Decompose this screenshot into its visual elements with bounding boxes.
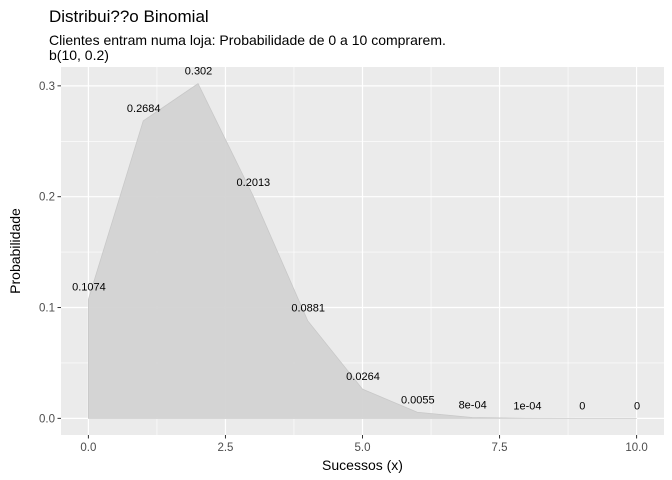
x-tick-label: 0.0 <box>80 442 96 454</box>
y-tick-label: 0.0 <box>39 413 55 425</box>
data-label: 0.1074 <box>72 281 106 293</box>
y-tick-label: 0.1 <box>39 303 55 315</box>
data-label: 0.0264 <box>346 371 380 383</box>
data-label: 0.302 <box>185 66 213 78</box>
chart-title: Distribui??o Binomial <box>49 7 209 26</box>
chart-subtitle: Clientes entram numa loja: Probabilidade… <box>49 32 446 63</box>
data-label: 0.0881 <box>291 303 325 315</box>
data-label: 8e-04 <box>459 399 487 411</box>
y-tick-label: 0.3 <box>39 81 55 93</box>
x-tick-label: 2.5 <box>217 442 233 454</box>
y-tick-label: 0.2 <box>39 192 55 204</box>
data-label: 1e-04 <box>513 400 541 412</box>
x-tick-label: 5.0 <box>355 442 371 454</box>
probability-area <box>88 83 637 419</box>
y-axis-title: Probabilidade <box>7 208 23 294</box>
data-label: 0 <box>579 400 585 412</box>
data-label: 0 <box>634 400 640 412</box>
x-tick-label: 7.5 <box>492 442 508 454</box>
x-axis-title: Sucessos (x) <box>322 457 403 473</box>
data-label: 0.2013 <box>237 177 271 189</box>
data-label: 0.2684 <box>127 103 161 115</box>
x-tick-label: 10.0 <box>625 442 647 454</box>
data-label: 0.0055 <box>401 394 435 406</box>
